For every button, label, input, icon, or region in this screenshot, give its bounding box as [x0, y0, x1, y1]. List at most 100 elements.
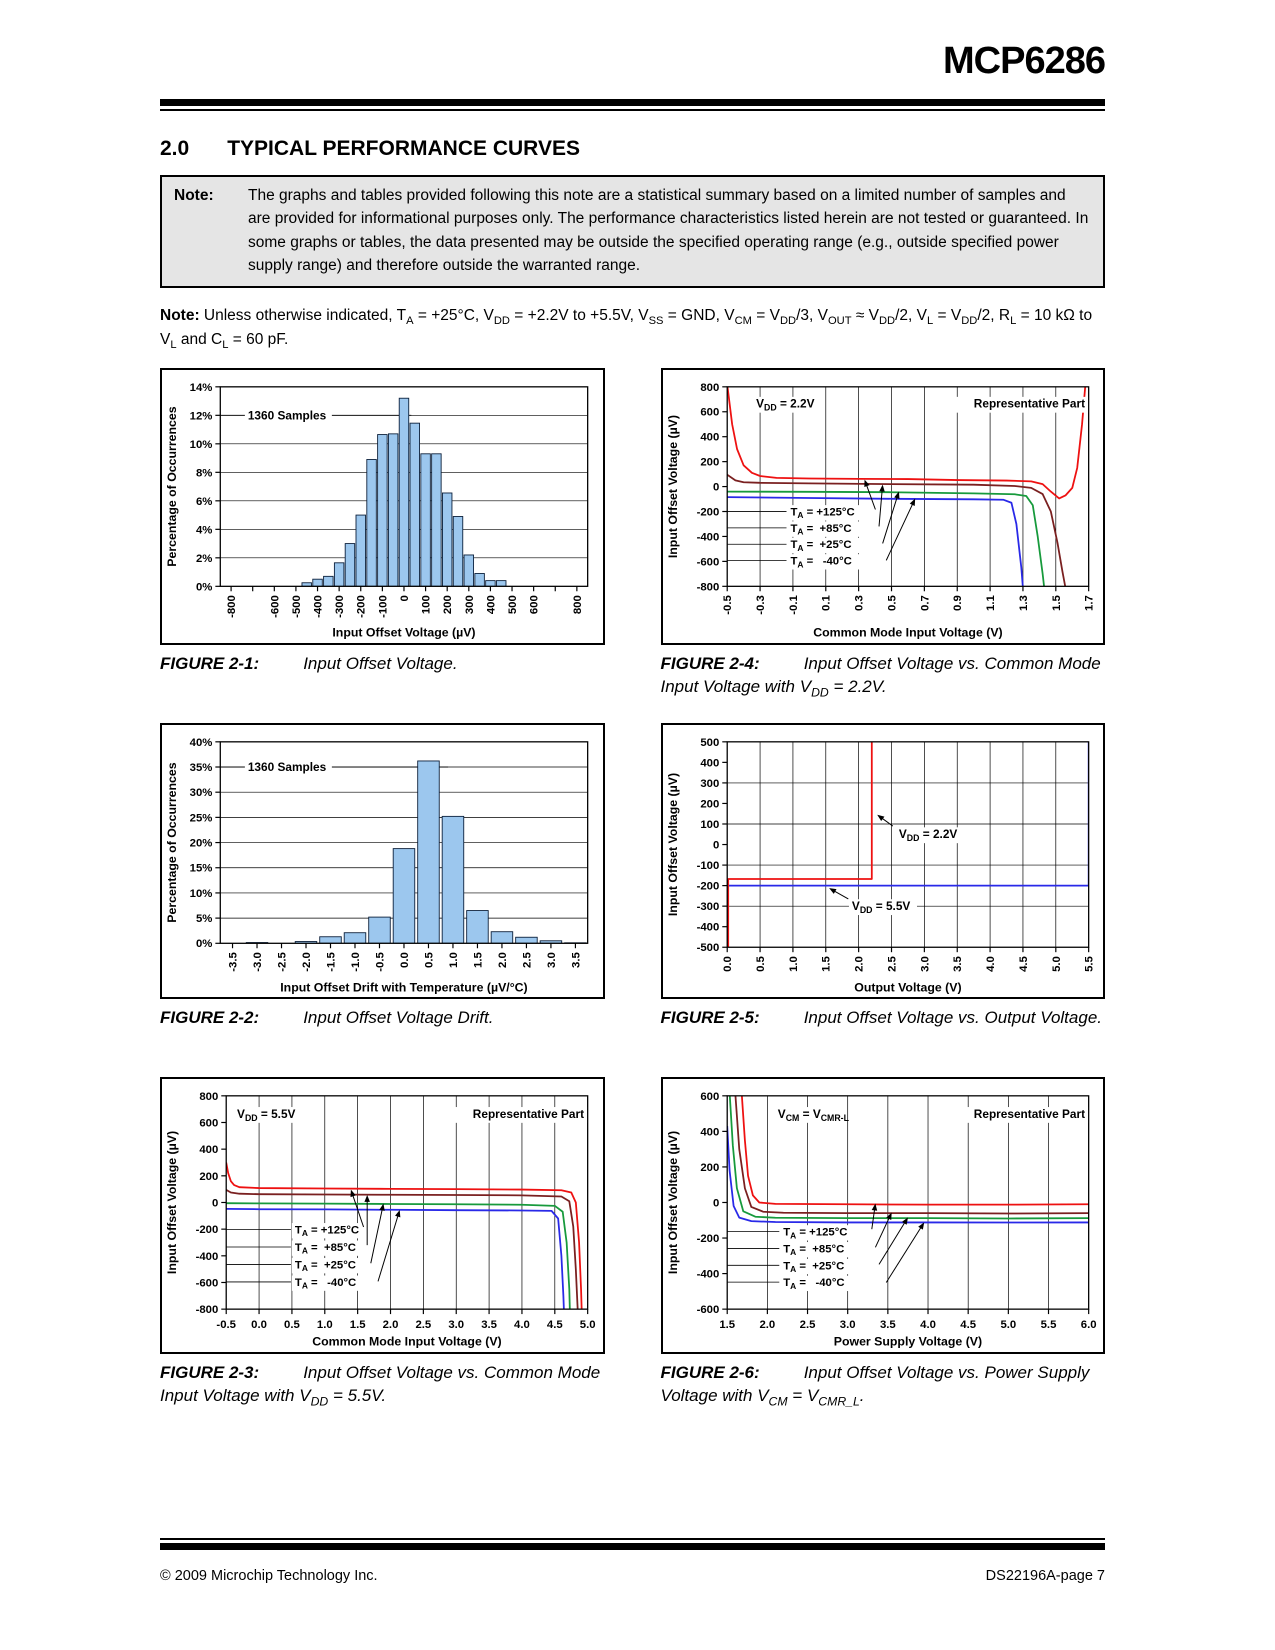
figure-grid: 0% 2% 4% 6% 8% 10% 12% 14% -800 -600 -500 -400 -300-… [160, 368, 1105, 1432]
figure-caption-label: FIGURE 2-1: [160, 653, 260, 673]
svg-text:800: 800 [700, 382, 719, 394]
svg-text:5.5: 5.5 [1083, 956, 1095, 972]
figure-2-4: -800 -600 -400 -200 0 200 400 600 800 -0.5 -0.3 -0.… [660, 368, 1106, 711]
figure-2-3: -800 -600 -400 -200 0 200 400 600 800 -0.5 0.0 0.5 1… [160, 1077, 605, 1420]
svg-text:-200: -200 [696, 506, 719, 518]
svg-text:2.0: 2.0 [383, 1319, 399, 1331]
svg-text:1360 Samples: 1360 Samples [248, 408, 327, 422]
svg-text:0.5: 0.5 [886, 595, 898, 611]
svg-text:VDD = 2.2V: VDD = 2.2V [898, 827, 957, 843]
svg-text:3.5: 3.5 [570, 952, 582, 968]
svg-text:-200: -200 [696, 880, 719, 892]
svg-text:Input Offset Voltage (µV): Input Offset Voltage (µV) [332, 626, 475, 640]
chart-vos-vs-vcm-5v5: -800 -600 -400 -200 0 200 400 600 800 -0.5 0.0 0.5 1… [160, 1077, 605, 1354]
svg-text:Percentage of Occurrences: Percentage of Occurrences [165, 762, 179, 922]
figure-caption: FIGURE 2-4: Input Offset Voltage vs. Comm… [661, 653, 1106, 711]
svg-text:-400: -400 [196, 1251, 219, 1263]
svg-text:-0.5: -0.5 [374, 952, 386, 972]
svg-text:-400: -400 [696, 1269, 719, 1281]
svg-text:35%: 35% [190, 762, 213, 774]
svg-text:4.5: 4.5 [960, 1319, 976, 1331]
chart-svg: -800 -600 -400 -200 0 200 400 600 800 -0.5 -0.3 -0.… [665, 382, 1095, 640]
svg-text:6%: 6% [196, 496, 212, 508]
svg-text:TA = -40°C: TA = -40°C [295, 1277, 356, 1291]
figure-caption: FIGURE 2-2: Input Offset Voltage Drift. [160, 1007, 605, 1065]
svg-text:Common Mode Input Voltage (V): Common Mode Input Voltage (V) [813, 626, 1002, 640]
svg-text:0: 0 [712, 839, 718, 851]
section-heading: 2.0 TYPICAL PERFORMANCE CURVES [160, 137, 1105, 161]
chart-svg: -500 -400 -300 -200 -100 0 100 200 300 400 500 0.0 0… [665, 736, 1095, 994]
svg-text:0.9: 0.9 [952, 595, 964, 611]
svg-text:15%: 15% [190, 862, 213, 874]
svg-text:0: 0 [399, 595, 411, 601]
svg-text:1.0: 1.0 [787, 956, 799, 972]
chart-input-offset-drift-histogram: 0% 5% 10% 15% 20% 25% 30% 35% 40% -3.5 -3.0 -2.5 -2.… [160, 722, 605, 1000]
svg-text:VDD = 5.5V: VDD = 5.5V [851, 899, 910, 915]
figure-2-1: 0% 2% 4% 6% 8% 10% 12% 14% -800 -600 -500 -400 -300-… [160, 368, 605, 711]
footer-copyright: © 2009 Microchip Technology Inc. [160, 1568, 378, 1584]
figure-caption-label: FIGURE 2-2: [160, 1008, 260, 1028]
svg-text:TA = +85°C: TA = +85°C [783, 1244, 844, 1258]
svg-text:Power Supply Voltage (V): Power Supply Voltage (V) [833, 1335, 981, 1349]
figure-caption-label: FIGURE 2-5: [660, 1008, 760, 1028]
svg-text:400: 400 [700, 757, 719, 769]
svg-text:-0.5: -0.5 [216, 1319, 236, 1331]
svg-text:-600: -600 [196, 1278, 219, 1290]
svg-text:4.0: 4.0 [920, 1319, 936, 1331]
svg-text:300: 300 [464, 595, 476, 614]
figure-caption: FIGURE 2-1: Input Offset Voltage. [160, 653, 605, 711]
page-header: MCP6286 [160, 40, 1106, 111]
footer-rule-thin [160, 1538, 1105, 1540]
document-title: MCP6286 [943, 40, 1106, 82]
svg-text:200: 200 [442, 595, 454, 614]
header-rule-thin [160, 109, 1105, 111]
svg-text:400: 400 [485, 595, 497, 614]
svg-text:TA = -40°C: TA = -40°C [790, 556, 851, 570]
svg-text:-200: -200 [696, 1233, 719, 1245]
svg-text:VDD = 2.2V: VDD = 2.2V [756, 397, 815, 413]
svg-text:2.0: 2.0 [497, 952, 509, 968]
svg-text:1.7: 1.7 [1083, 595, 1095, 611]
svg-text:3.0: 3.0 [919, 956, 931, 972]
svg-text:-0.3: -0.3 [755, 595, 767, 615]
svg-text:5.0: 5.0 [1050, 956, 1062, 972]
svg-text:Input Offset Voltage (µV): Input Offset Voltage (µV) [665, 415, 679, 558]
svg-text:-800: -800 [696, 581, 719, 593]
svg-text:14%: 14% [190, 382, 213, 394]
svg-text:Percentage of Occurrences: Percentage of Occurrences [165, 406, 179, 566]
footer-doc-page: DS22196A-page 7 [985, 1568, 1105, 1584]
svg-text:0.5: 0.5 [755, 956, 767, 972]
svg-text:0.5: 0.5 [423, 952, 435, 968]
svg-text:-300: -300 [334, 595, 346, 618]
svg-text:-500: -500 [696, 942, 719, 954]
svg-text:-800: -800 [196, 1304, 219, 1316]
figure-caption-text: Input Offset Voltage vs. Output Voltage. [803, 1008, 1102, 1028]
figure-caption-label: FIGURE 2-4: [660, 653, 760, 673]
svg-text:2.5: 2.5 [521, 952, 533, 968]
svg-text:1.5: 1.5 [472, 952, 484, 968]
svg-text:8%: 8% [196, 467, 212, 479]
svg-text:600: 600 [700, 1091, 719, 1103]
svg-text:-3.5: -3.5 [227, 952, 239, 972]
svg-text:2.0: 2.0 [759, 1319, 775, 1331]
svg-text:1.5: 1.5 [719, 1319, 735, 1331]
svg-text:4.0: 4.0 [985, 956, 997, 972]
svg-text:-2.0: -2.0 [301, 952, 313, 972]
section-title: TYPICAL PERFORMANCE CURVES [227, 137, 580, 160]
svg-text:-400: -400 [696, 921, 719, 933]
svg-text:-0.1: -0.1 [787, 595, 799, 615]
header-rule-thick [160, 99, 1105, 106]
figure-caption: FIGURE 2-3: Input Offset Voltage vs. Comm… [160, 1362, 605, 1420]
chart-svg: -800 -600 -400 -200 0 200 400 600 800 -0.5 0.0 0.5 1… [165, 1091, 596, 1349]
svg-text:-400: -400 [696, 531, 719, 543]
svg-text:30%: 30% [190, 787, 213, 799]
svg-text:TA = +125°C: TA = +125°C [295, 1225, 359, 1239]
svg-text:2.5: 2.5 [886, 956, 898, 972]
svg-text:3.5: 3.5 [952, 956, 964, 972]
svg-text:6.0: 6.0 [1080, 1319, 1096, 1331]
svg-text:TA = +25°C: TA = +25°C [295, 1260, 356, 1274]
svg-text:1.5: 1.5 [820, 956, 832, 972]
svg-text:Representative Part: Representative Part [973, 1107, 1084, 1121]
svg-text:0.1: 0.1 [820, 595, 832, 611]
svg-text:1.0: 1.0 [317, 1319, 333, 1331]
